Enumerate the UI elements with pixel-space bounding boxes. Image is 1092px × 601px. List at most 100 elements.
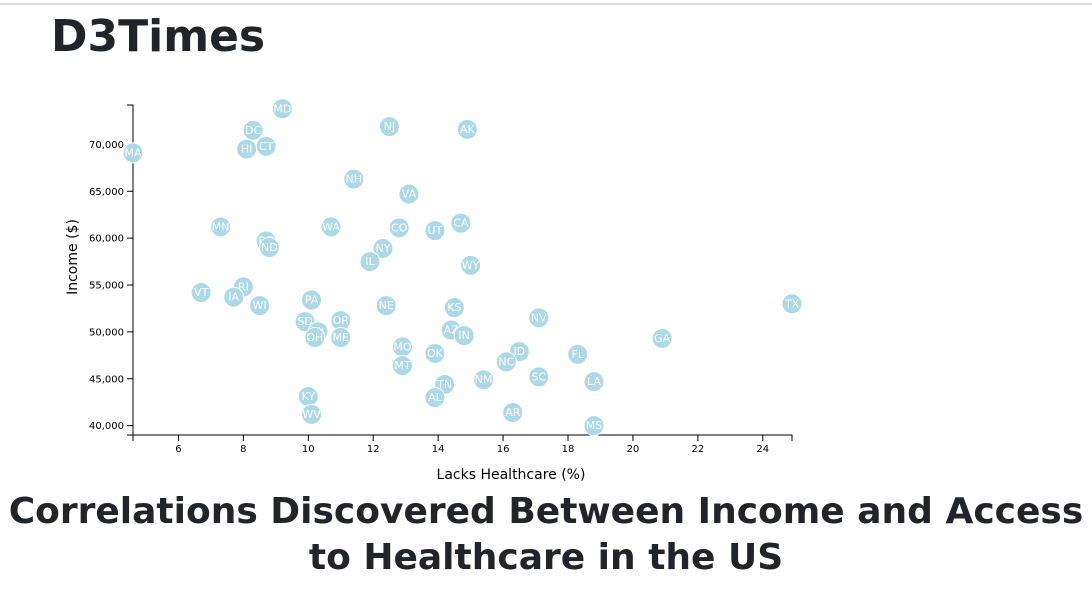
state-circle[interactable] xyxy=(450,212,472,234)
state-circle[interactable] xyxy=(391,355,413,377)
state-point-ak[interactable]: AK xyxy=(456,118,478,140)
state-point-pa[interactable]: PA xyxy=(301,289,323,311)
state-point-il[interactable]: IL xyxy=(359,251,381,273)
state-abbr-label: AL xyxy=(428,391,443,404)
state-abbr-label: AR xyxy=(505,406,521,419)
state-circle[interactable] xyxy=(583,371,605,393)
state-circle[interactable] xyxy=(242,119,264,141)
state-point-nm[interactable]: NM xyxy=(473,369,495,391)
state-point-nj[interactable]: NJ xyxy=(378,116,400,138)
state-circle[interactable] xyxy=(330,327,352,348)
state-point-mo[interactable]: MO xyxy=(391,336,413,358)
state-point-al[interactable]: AL xyxy=(424,387,446,408)
state-circle[interactable] xyxy=(528,307,550,329)
state-circle[interactable] xyxy=(456,118,478,140)
state-circle[interactable] xyxy=(398,183,420,205)
state-circle[interactable] xyxy=(223,286,245,308)
state-point-tx[interactable]: TX xyxy=(781,293,803,315)
y-tick-label: 60,000 xyxy=(89,234,124,245)
state-circle[interactable] xyxy=(378,116,400,138)
state-circle[interactable] xyxy=(424,220,446,242)
state-point-nh[interactable]: NH xyxy=(343,168,365,190)
state-circle[interactable] xyxy=(320,216,342,238)
x-axis-title: Lacks Healthcare (%) xyxy=(437,467,586,483)
state-point-oh[interactable]: OH xyxy=(304,327,326,348)
state-abbr-label: DC xyxy=(245,124,261,137)
state-circle[interactable] xyxy=(651,327,673,349)
state-point-la[interactable]: LA xyxy=(583,371,605,393)
state-point-ok[interactable]: OK xyxy=(424,342,446,364)
state-circle[interactable] xyxy=(372,237,394,259)
state-circle[interactable] xyxy=(781,293,803,315)
state-circle[interactable] xyxy=(210,216,232,238)
state-circle[interactable] xyxy=(460,254,482,276)
state-point-co[interactable]: CO xyxy=(388,217,410,239)
state-point-ky[interactable]: KY xyxy=(297,386,319,408)
state-point-vt[interactable]: VT xyxy=(190,282,212,303)
state-point-hi[interactable]: HI xyxy=(236,138,258,160)
state-point-dc[interactable]: DC xyxy=(242,119,264,141)
state-circle[interactable] xyxy=(301,289,323,311)
state-circle[interactable] xyxy=(304,327,326,348)
state-point-ma[interactable]: MA xyxy=(122,142,144,164)
state-circle[interactable] xyxy=(343,168,365,190)
state-circle[interactable] xyxy=(375,295,397,317)
state-circle[interactable] xyxy=(453,325,475,347)
state-abbr-label: FL xyxy=(572,348,585,361)
state-point-nv[interactable]: NV xyxy=(528,307,550,329)
state-circle[interactable] xyxy=(424,387,446,408)
state-point-ms[interactable]: MS xyxy=(583,415,605,437)
state-circle[interactable] xyxy=(122,142,144,164)
x-tick-label: 10 xyxy=(302,444,315,455)
state-circle[interactable] xyxy=(443,297,465,318)
state-abbr-label: PA xyxy=(305,294,319,307)
state-point-wi[interactable]: WI xyxy=(249,295,271,317)
state-point-ne[interactable]: NE xyxy=(375,295,397,317)
state-circle[interactable] xyxy=(258,237,280,258)
state-point-ut[interactable]: UT xyxy=(424,220,446,242)
state-circle[interactable] xyxy=(359,251,381,273)
state-point-wv[interactable]: WV xyxy=(301,403,323,425)
state-point-md[interactable]: MD xyxy=(271,98,293,120)
state-circle[interactable] xyxy=(473,369,495,391)
state-point-ny[interactable]: NY xyxy=(372,237,394,259)
state-point-me[interactable]: ME xyxy=(330,327,352,348)
state-circle[interactable] xyxy=(388,217,410,239)
x-tick-label: 8 xyxy=(240,444,246,455)
state-point-ct[interactable]: CT xyxy=(255,135,277,157)
state-point-nc[interactable]: NC xyxy=(495,351,517,373)
state-circle[interactable] xyxy=(424,342,446,364)
state-circle[interactable] xyxy=(271,98,293,120)
state-point-in[interactable]: IN xyxy=(453,325,475,347)
state-circle[interactable] xyxy=(249,295,271,317)
state-point-mt[interactable]: MT xyxy=(391,355,413,377)
state-circle[interactable] xyxy=(567,343,589,365)
state-circle[interactable] xyxy=(255,135,277,157)
state-point-ks[interactable]: KS xyxy=(443,297,465,318)
state-abbr-label: OH xyxy=(306,331,323,344)
state-point-fl[interactable]: FL xyxy=(567,343,589,365)
state-circle[interactable] xyxy=(583,415,605,437)
state-point-va[interactable]: VA xyxy=(398,183,420,205)
state-abbr-label: RI xyxy=(238,280,249,293)
state-abbr-label: OK xyxy=(427,347,444,360)
state-point-nd[interactable]: ND xyxy=(258,237,280,258)
state-point-sc[interactable]: SC xyxy=(528,366,550,388)
state-point-ar[interactable]: AR xyxy=(502,402,524,423)
state-abbr-label: VA xyxy=(402,188,417,201)
state-point-wy[interactable]: WY xyxy=(460,254,482,276)
state-point-or[interactable]: OR xyxy=(330,310,352,332)
state-circle[interactable] xyxy=(502,402,524,423)
state-point-mn[interactable]: MN xyxy=(210,216,232,238)
state-abbr-label: TX xyxy=(784,297,800,310)
state-abbr-label: ND xyxy=(261,241,278,254)
state-point-ca[interactable]: CA xyxy=(450,212,472,234)
state-circle[interactable] xyxy=(495,351,517,373)
state-point-wa[interactable]: WA xyxy=(320,216,342,238)
state-point-ga[interactable]: GA xyxy=(651,327,673,349)
state-circle[interactable] xyxy=(190,282,212,303)
state-abbr-label: VT xyxy=(194,286,209,299)
state-circle[interactable] xyxy=(528,366,550,388)
state-point-ia[interactable]: IA xyxy=(223,286,245,308)
state-circle[interactable] xyxy=(301,403,323,425)
